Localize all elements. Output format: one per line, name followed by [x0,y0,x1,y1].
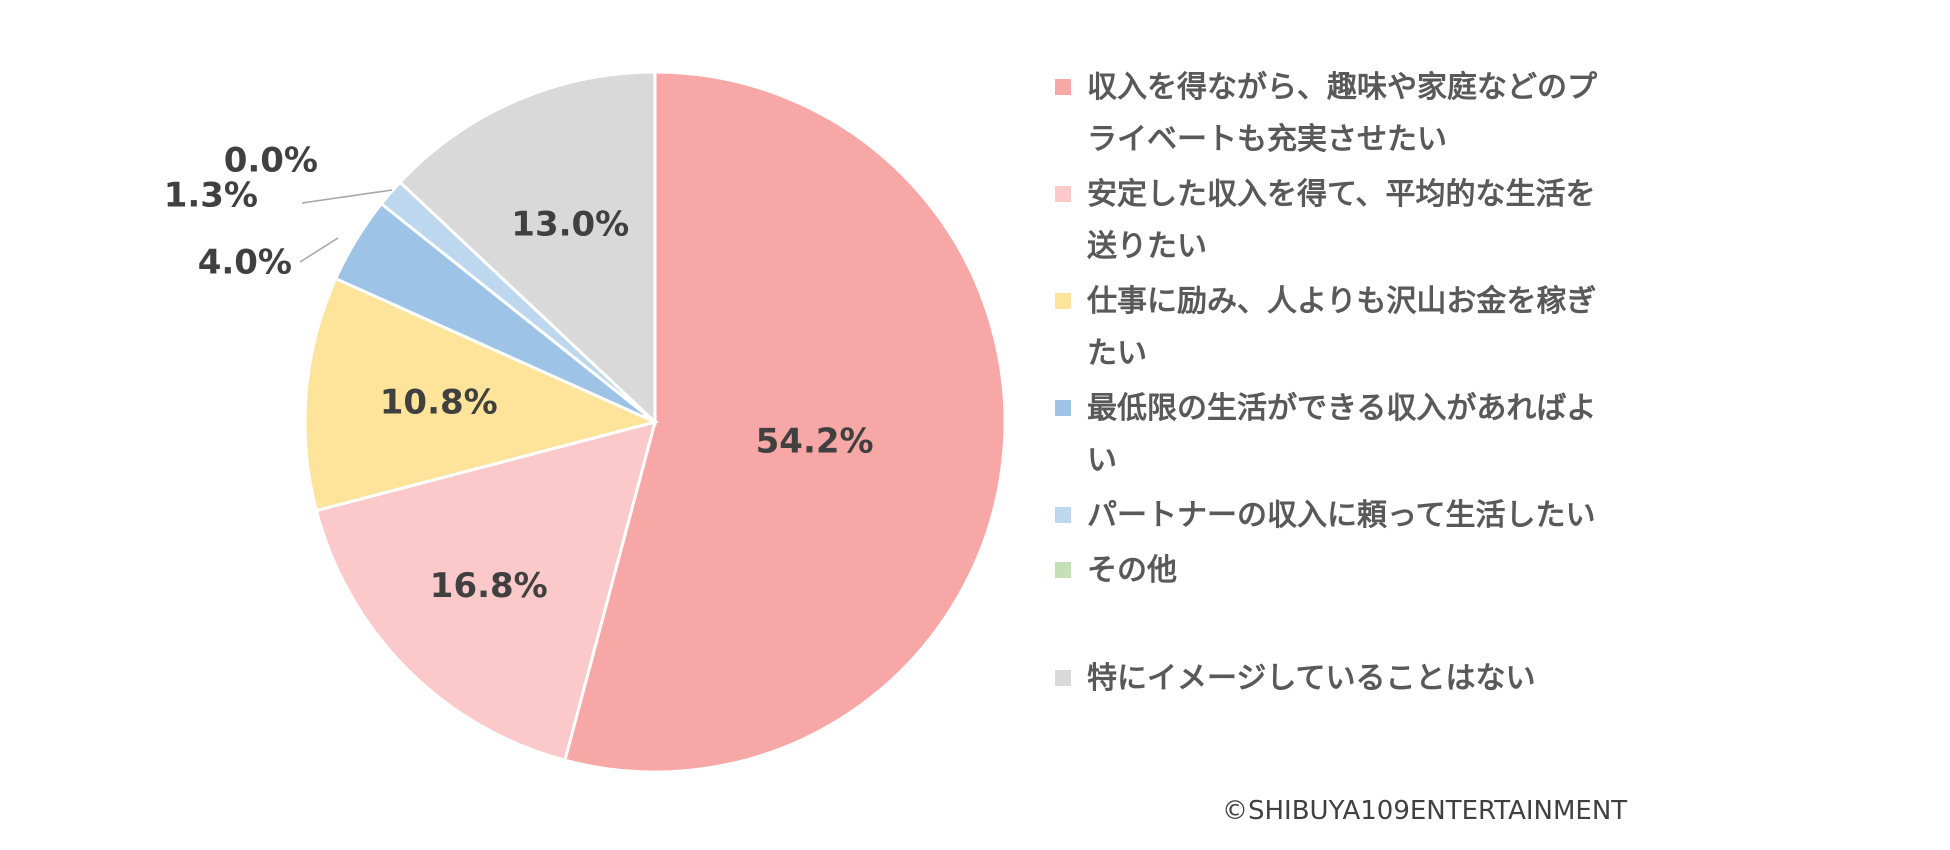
legend-item-earn-more: 仕事に励み、人よりも沢山お金を稼ぎたい [1055,276,1615,380]
legend-label: その他 [1087,553,1177,588]
copyright-notice: ©SHIBUYA109ENTERTAINMENT [1222,796,1628,826]
slice-1 [563,70,1007,774]
data-label-1: 54.2% [756,421,874,461]
legend-swatch [1055,670,1071,686]
data-label-7: 13.0% [511,205,629,245]
data-label-6: 0.0% [224,141,318,181]
leader-lines [299,189,393,263]
legend-swatch [1055,293,1071,309]
leader-line-5 [301,189,393,204]
legend-label: 収入を得ながら、趣味や家庭などのプライベートも充実させたい [1087,70,1597,157]
legend-label: 仕事に励み、人よりも沢山お金を稼ぎたい [1087,284,1597,371]
legend-label: パートナーの収入に頼って生活したい [1087,498,1596,533]
legend-swatch [1055,186,1071,202]
data-label-3: 10.8% [380,382,498,422]
legend-swatch [1055,507,1071,523]
pie-slices [303,70,1007,774]
legend-label: 特にイメージしていることはない [1087,661,1536,696]
slice-2 [314,419,658,763]
legend-label: 安定した収入を得て、平均的な生活を送りたい [1087,177,1596,264]
data-label-2: 16.8% [430,566,548,606]
slice-7 [397,70,657,426]
leader-line-4 [299,237,339,263]
legend-item-stable: 安定した収入を得て、平均的な生活を送りたい [1055,169,1615,273]
legend-item-partner: パートナーの収入に頼って生活したい [1055,490,1615,542]
data-labels: 54.2% 16.8% 10.8% 4.0% 1.3%0.0% 13.0% [164,141,874,606]
data-label-5: 1.3% [164,176,258,216]
legend-item-private: 収入を得ながら、趣味や家庭などのプライベートも充実させたい [1055,62,1615,166]
legend-item-minimum: 最低限の生活ができる収入があればよい [1055,383,1615,487]
legend-label: 最低限の生活ができる収入があればよい [1087,391,1597,478]
legend-swatch [1055,400,1071,416]
legend-item-none: 特にイメージしていることはない [1055,653,1615,705]
legend-item-other: その他 [1055,545,1615,597]
data-label-4: 4.0% [198,243,292,283]
slice-3 [303,276,660,513]
legend-swatch [1055,79,1071,95]
legend: 収入を得ながら、趣味や家庭などのプライベートも充実させたい 安定した収入を得て、… [1055,62,1615,708]
legend-swatch [1055,562,1071,578]
